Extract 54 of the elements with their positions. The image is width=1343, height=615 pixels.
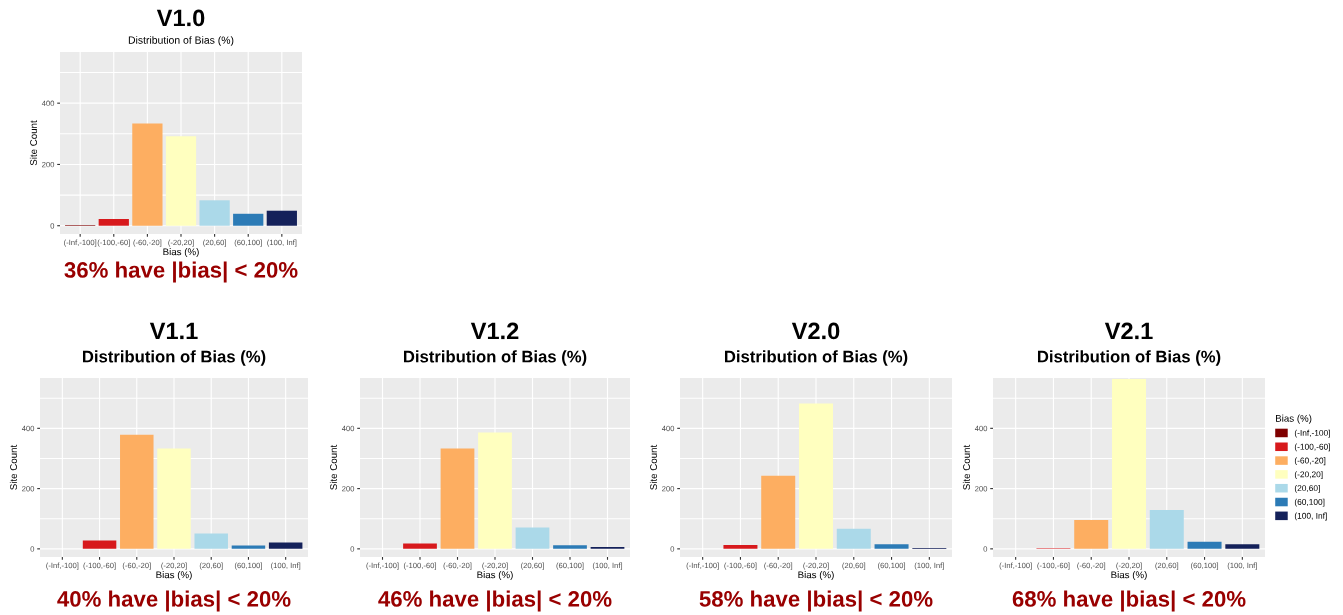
bar	[403, 543, 437, 549]
legend-label: (20,60]	[1294, 484, 1320, 493]
legend-label: (-100,-60]	[1294, 443, 1330, 452]
bar	[132, 123, 163, 226]
bar	[761, 475, 796, 549]
chart-title: V2.0	[791, 322, 840, 340]
text: 36% have |bias| < 20%	[64, 261, 298, 283]
bar	[98, 218, 129, 226]
chart-title: V2.1	[1104, 322, 1153, 340]
chart-subtitle: Distribution of Bias (%)	[128, 36, 234, 46]
legend-title: Bias (%)	[1276, 414, 1312, 424]
bar	[266, 210, 297, 226]
bar	[515, 527, 550, 549]
bar	[194, 533, 228, 549]
text: 46% have |bias| < 20%	[378, 590, 612, 612]
bar	[120, 434, 154, 549]
legend-label: (-Inf,-100]	[1294, 429, 1330, 438]
legend-label: (-60,-20]	[1294, 457, 1326, 466]
x-axis-title: Bias (%)	[477, 571, 513, 581]
bar	[268, 542, 303, 549]
y-axis-title: Site Count	[649, 444, 657, 490]
chart-subtitle: Distribution of Bias (%)	[82, 350, 266, 366]
y-axis-title: Site Count	[9, 444, 17, 490]
legend-label: (-20,20]	[1294, 471, 1323, 479]
y-axis-title: Site Count	[29, 120, 37, 166]
bar	[165, 136, 197, 226]
y-axis-title: Site Count	[962, 444, 970, 490]
text: 68% have |bias| < 20%	[1012, 590, 1246, 612]
bar	[199, 200, 230, 226]
chart-subtitle: Distribution of Bias (%)	[1037, 350, 1221, 366]
bar	[478, 432, 512, 549]
bar	[440, 448, 475, 549]
legend-label: (60,100]	[1294, 498, 1325, 507]
chart-title: V1.1	[149, 322, 198, 340]
chart-subtitle: Distribution of Bias (%)	[403, 350, 587, 366]
text: 58% have |bias| < 20%	[699, 590, 933, 612]
bar	[799, 403, 833, 549]
x-axis-title: Bias (%)	[156, 571, 192, 581]
chart-title: V1.0	[156, 9, 205, 27]
text: 40% have |bias| < 20%	[57, 590, 291, 612]
legend-label: (100, Inf]	[1294, 512, 1327, 521]
chart-subtitle: Distribution of Bias (%)	[724, 350, 908, 366]
bar	[82, 540, 117, 549]
bar	[874, 544, 909, 549]
x-axis-title: Bias (%)	[163, 248, 199, 258]
x-axis-title: Bias (%)	[798, 571, 834, 581]
x-axis-title: Bias (%)	[1111, 571, 1147, 581]
chart-title: V1.2	[470, 322, 519, 340]
bar	[836, 528, 871, 549]
y-axis-title: Site Count	[329, 444, 337, 490]
bar	[553, 545, 587, 549]
bar	[233, 213, 264, 226]
bar	[723, 544, 758, 549]
bar	[157, 448, 191, 549]
